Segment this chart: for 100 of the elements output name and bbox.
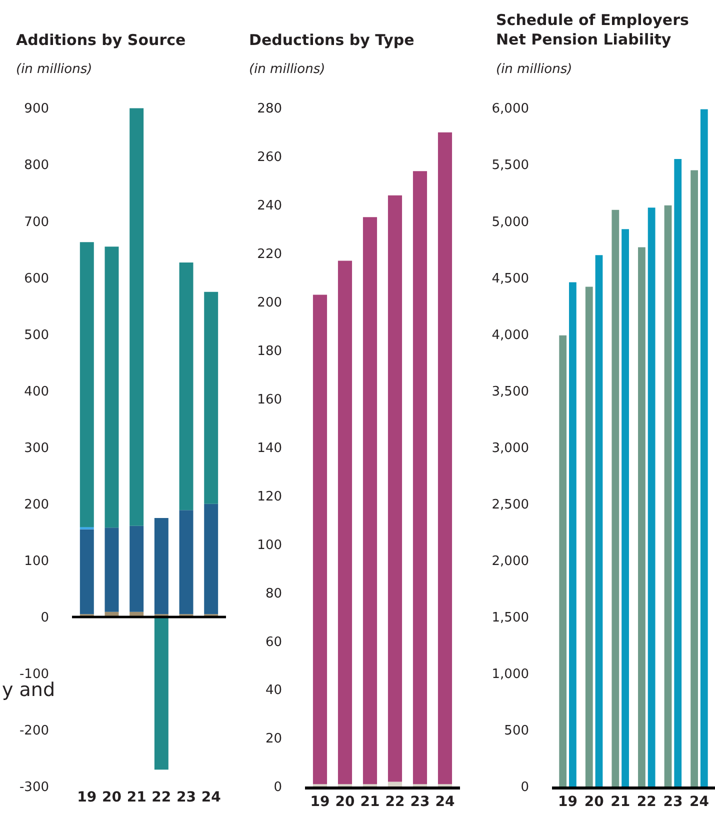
y-tick-label: 220 xyxy=(257,247,282,262)
bar xyxy=(312,784,328,787)
chart-subtitle: (in millions) xyxy=(249,62,326,77)
y-tick-label: 100 xyxy=(257,538,282,553)
y-tick-label: 6,000 xyxy=(492,102,529,117)
y-tick-label: 80 xyxy=(265,586,282,602)
y-tick-label: 5,000 xyxy=(492,214,529,230)
bar xyxy=(130,526,144,612)
y-tick-label: 280 xyxy=(257,102,282,117)
bar xyxy=(664,205,672,787)
bar xyxy=(622,229,629,787)
x-tick-label: 21 xyxy=(360,794,380,810)
bar xyxy=(559,335,567,787)
bar xyxy=(104,528,119,612)
y-tick-label: 500 xyxy=(24,328,49,343)
y-tick-label: 240 xyxy=(257,198,282,214)
x-tick-label: 22 xyxy=(152,790,172,806)
bar xyxy=(154,616,168,770)
y-tick-label: 20 xyxy=(265,732,282,747)
x-tick-label: 22 xyxy=(385,794,405,810)
x-tick-label: 24 xyxy=(435,794,455,810)
bar xyxy=(362,217,378,784)
y-tick-label: 300 xyxy=(24,440,49,456)
y-tick-label: 600 xyxy=(24,271,49,286)
bar xyxy=(204,292,218,504)
bar xyxy=(362,784,378,787)
bar xyxy=(154,518,168,614)
bar xyxy=(595,255,603,787)
bar xyxy=(700,109,708,787)
x-tick-label: 19 xyxy=(558,794,578,810)
x-tick-label: 19 xyxy=(310,794,330,810)
bar xyxy=(438,784,452,787)
y-tick-label: 400 xyxy=(24,384,49,400)
y-tick-label: 160 xyxy=(257,392,282,408)
bar xyxy=(179,510,194,614)
x-tick-label: 20 xyxy=(102,790,122,806)
x-tick-label: 23 xyxy=(176,790,196,806)
bar xyxy=(338,260,352,784)
y-tick-label: 700 xyxy=(24,214,49,230)
chart-subtitle: (in millions) xyxy=(496,62,572,77)
x-tick-label: 24 xyxy=(689,794,710,810)
x-tick-label: 24 xyxy=(201,790,222,806)
chart-title: Schedule of Employers Net Pension Liability xyxy=(496,11,689,48)
chart-title: Additions by Source xyxy=(16,31,186,49)
y-tick-label: 500 xyxy=(504,724,529,739)
x-tick-label: 20 xyxy=(335,794,355,810)
y-tick-label: 900 xyxy=(24,102,49,117)
bar xyxy=(612,210,620,787)
bar xyxy=(438,132,452,784)
bar xyxy=(80,529,94,614)
bar xyxy=(388,782,402,787)
y-tick-label: 0 xyxy=(274,780,282,796)
x-tick-label: 22 xyxy=(636,794,656,810)
bar xyxy=(179,262,194,510)
bar xyxy=(690,170,698,787)
bar xyxy=(80,242,94,528)
y-tick-label: 260 xyxy=(257,150,282,166)
x-tick-label: 21 xyxy=(610,794,630,810)
bar xyxy=(412,784,428,787)
x-tick-label: 23 xyxy=(410,794,430,810)
y-tick-label: 180 xyxy=(257,344,282,359)
y-tick-label: 3,000 xyxy=(492,440,529,456)
y-tick-label: 60 xyxy=(265,634,282,650)
y-tick-label: 5,500 xyxy=(492,158,529,174)
y-tick-label: -300 xyxy=(19,780,49,796)
bar xyxy=(585,286,593,787)
x-tick-label: 21 xyxy=(126,790,146,806)
y-tick-label: 4,500 xyxy=(492,271,529,286)
y-tick-label: 800 xyxy=(24,158,49,174)
bar xyxy=(104,246,119,528)
chart-subtitle: (in millions) xyxy=(16,62,92,77)
y-tick-label: 1,500 xyxy=(492,610,529,626)
y-tick-label: 200 xyxy=(24,497,49,512)
bar xyxy=(674,159,682,787)
y-tick-label: 0 xyxy=(520,780,529,796)
chart-title: Deductions by Type xyxy=(249,31,414,49)
bar xyxy=(648,208,656,787)
bar xyxy=(638,247,646,787)
y-tick-label: 3,500 xyxy=(492,384,529,400)
bar xyxy=(312,294,328,784)
bar xyxy=(412,171,428,784)
x-tick-label: 20 xyxy=(584,794,604,810)
x-tick-label: 23 xyxy=(663,794,683,810)
y-tick-label: 40 xyxy=(265,683,282,698)
y-tick-label: 2,500 xyxy=(492,497,529,512)
y-tick-label: 4,000 xyxy=(492,328,529,343)
bar xyxy=(130,108,144,526)
y-tick-label: 100 xyxy=(24,554,49,569)
x-tick-label: 19 xyxy=(77,790,97,806)
bar xyxy=(204,504,218,614)
bar xyxy=(338,784,352,787)
y-tick-label: 1,000 xyxy=(492,667,529,682)
bar xyxy=(388,195,402,782)
y-tick-label: 200 xyxy=(257,296,282,311)
y-tick-label: 2,000 xyxy=(492,554,529,569)
y-tick-label: 0 xyxy=(40,610,49,626)
y-tick-label: 140 xyxy=(257,440,282,456)
y-tick-label: 120 xyxy=(257,489,282,504)
y-tick-label: -200 xyxy=(19,724,49,739)
bar xyxy=(569,282,576,787)
